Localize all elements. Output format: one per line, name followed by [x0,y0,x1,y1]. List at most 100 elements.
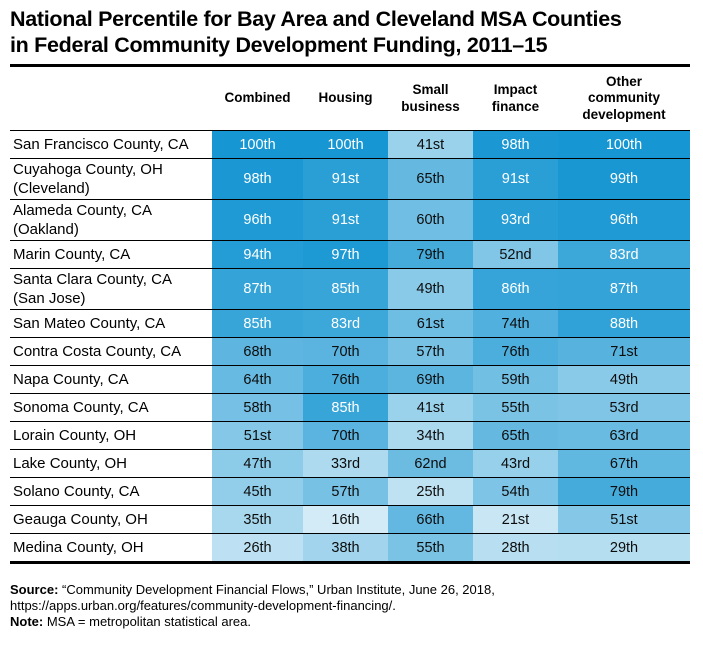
column-header-combined: Combined [212,90,303,107]
column-header-small-business: Small business [388,82,473,115]
percentile-cell: 94th [212,241,303,268]
note-text: MSA = metropolitan statistical area. [46,614,251,629]
percentile-cell: 76th [473,338,558,365]
percentile-cell: 99th [558,159,690,199]
county-label: Contra Costa County, CA [10,338,212,365]
column-header-label: Other community development [582,73,666,122]
county-label-text: San Mateo County, CA [13,315,166,332]
county-label-text: Alameda County, CA [13,202,152,219]
percentile-cell: 88th [558,310,690,337]
footnotes: Source: “Community Development Financial… [10,582,690,630]
county-label-text: Lorain County, OH [13,427,137,444]
percentile-cell: 38th [303,534,388,561]
county-label: Lake County, OH [10,450,212,477]
table-row: Lake County, OH 47th 33rd 62nd 43rd 67th [10,449,690,477]
county-label-text: Marin County, CA [13,246,131,263]
percentile-cell: 91st [303,200,388,240]
county-sublabel: (San Jose) [13,290,86,307]
percentile-cell: 93rd [473,200,558,240]
percentile-cell: 86th [473,269,558,309]
percentile-cell: 98th [212,159,303,199]
percentile-cell: 83rd [558,241,690,268]
county-label-text: Geauga County, OH [13,511,148,528]
percentile-cell: 97th [303,241,388,268]
source-text: “Community Development Financial Flows,”… [62,582,495,597]
title-line-1: National Percentile for Bay Area and Cle… [10,7,622,31]
county-sublabel: (Oakland) [13,221,79,238]
column-header-impact-finance: Impact finance [473,82,558,115]
percentile-cell: 65th [473,422,558,449]
percentile-cell: 58th [212,394,303,421]
column-header-housing: Housing [303,90,388,107]
county-label-text: Sonoma County, CA [13,399,149,416]
percentile-cell: 87th [212,269,303,309]
column-header-other-community-development: Other community development [558,74,690,124]
note-label: Note: [10,614,44,629]
table-body: San Francisco County, CA 100th 100th 41st 98… [10,130,690,561]
percentile-cell: 63rd [558,422,690,449]
percentile-cell: 85th [212,310,303,337]
percentile-cell: 59th [473,366,558,393]
source-label: Source: [10,582,59,597]
page-title: National Percentile for Bay Area and Cle… [10,6,690,58]
percentile-cell: 67th [558,450,690,477]
county-label: San Francisco County, CA [10,131,212,158]
percentile-cell: 41st [388,394,473,421]
title-rule [10,64,690,67]
percentile-cell: 74th [473,310,558,337]
county-label: Sonoma County, CA [10,394,212,421]
percentile-cell: 26th [212,534,303,561]
table-row: Marin County, CA 94th 97th 79th 52nd 83rd [10,240,690,268]
table-row: Cuyahoga County, OH (Cleveland) 98th 91st 65… [10,158,690,199]
percentile-cell: 62nd [388,450,473,477]
percentile-cell: 100th [212,131,303,158]
column-header-label: Small business [401,82,460,114]
table-row: Santa Clara County, CA (San Jose) 87th 85th… [10,268,690,309]
percentile-cell: 57th [388,338,473,365]
table-row: Medina County, OH 26th 38th 55th 28th 29th [10,533,690,561]
percentile-cell: 96th [212,200,303,240]
percentile-cell: 47th [212,450,303,477]
percentile-cell: 85th [303,394,388,421]
percentile-cell: 66th [388,506,473,533]
percentile-cell: 51st [558,506,690,533]
percentile-cell: 87th [558,269,690,309]
percentile-cell: 16th [303,506,388,533]
title-line-2: in Federal Community Development Funding… [10,33,548,57]
county-sublabel: (Cleveland) [13,180,90,197]
percentile-cell: 70th [303,422,388,449]
percentile-cell: 43rd [473,450,558,477]
percentile-cell: 100th [558,131,690,158]
table-row: Napa County, CA 64th 76th 69th 59th 49th [10,365,690,393]
county-label: Santa Clara County, CA (San Jose) [10,269,212,309]
column-header-label: Impact finance [491,82,540,114]
percentile-cell: 70th [303,338,388,365]
table-row: Lorain County, OH 51st 70th 34th 65th 63rd [10,421,690,449]
table-row: Sonoma County, CA 58th 85th 41st 55th 53rd [10,393,690,421]
county-label: Cuyahoga County, OH (Cleveland) [10,159,212,199]
percentile-table: Combined Housing Small business Impact fina… [10,67,690,564]
column-header-label: Housing [318,90,373,106]
percentile-cell: 68th [212,338,303,365]
county-label: Alameda County, CA (Oakland) [10,200,212,240]
county-label-text: Lake County, OH [13,455,127,472]
percentile-cell: 53rd [558,394,690,421]
percentile-cell: 49th [388,269,473,309]
table-row: Solano County, CA 45th 57th 25th 54th 79th [10,477,690,505]
percentile-cell: 49th [558,366,690,393]
percentile-cell: 79th [388,241,473,268]
percentile-cell: 54th [473,478,558,505]
percentile-cell: 35th [212,506,303,533]
percentile-cell: 76th [303,366,388,393]
table-row: Contra Costa County, CA 68th 70th 57th 76th 7… [10,337,690,365]
percentile-cell: 29th [558,534,690,561]
percentile-cell: 71st [558,338,690,365]
table-row: San Francisco County, CA 100th 100th 41st 98… [10,130,690,158]
table-row: Geauga County, OH 35th 16th 66th 21st 51st [10,505,690,533]
county-label: Solano County, CA [10,478,212,505]
percentile-cell: 57th [303,478,388,505]
column-header-label: Combined [224,90,291,106]
percentile-cell: 52nd [473,241,558,268]
county-label-text: Cuyahoga County, OH [13,161,163,178]
percentile-cell: 91st [473,159,558,199]
